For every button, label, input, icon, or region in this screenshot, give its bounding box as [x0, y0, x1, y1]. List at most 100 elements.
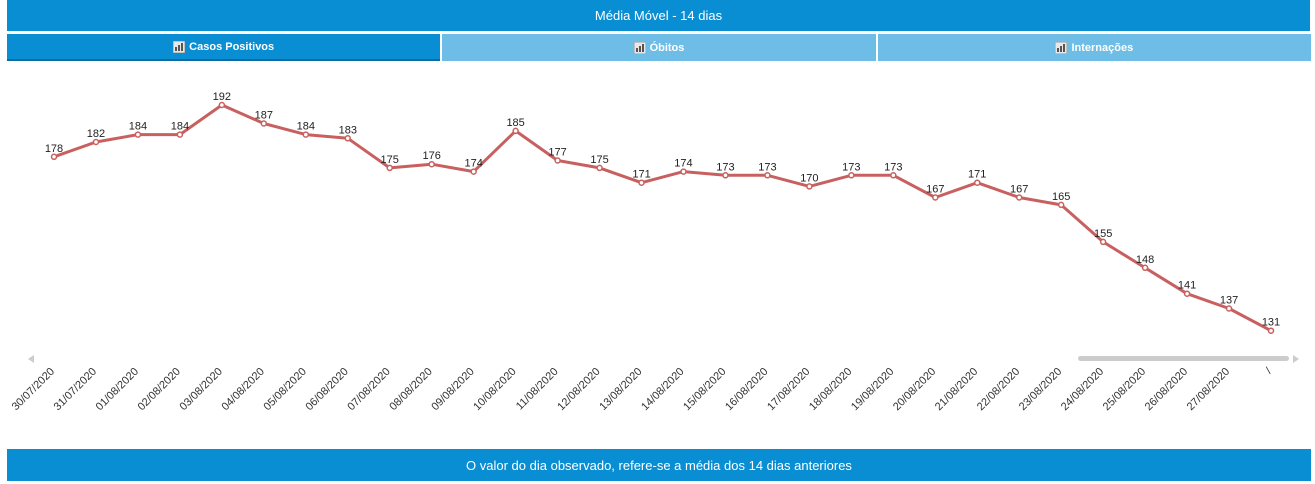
- data-point[interactable]: [344, 135, 352, 142]
- data-label: 185: [506, 117, 524, 129]
- x-tick-label: 09/08/2020: [429, 366, 476, 413]
- data-point[interactable]: [680, 168, 687, 175]
- data-label: 137: [1220, 295, 1238, 307]
- tab-obitos[interactable]: Óbitos: [442, 34, 876, 61]
- x-tick-label: 16/08/2020: [723, 366, 770, 413]
- x-tick-label: 14/08/2020: [639, 366, 686, 413]
- x-tick-label: 07/08/2020: [345, 366, 392, 413]
- data-label: 174: [464, 158, 482, 170]
- chart-title-bar: Média Móvel - 14 dias: [7, 0, 1310, 31]
- data-point[interactable]: [1225, 305, 1233, 312]
- line-chart: 178 182 184 184 192 187 184 183 175 176 174 185 177 1…: [10, 91, 1299, 413]
- data-point[interactable]: [92, 138, 100, 146]
- data-label: 141: [1178, 280, 1196, 292]
- data-point[interactable]: [596, 164, 603, 172]
- data-point[interactable]: [764, 172, 771, 179]
- footer-note-bar: O valor do dia observado, refere-se a mé…: [7, 449, 1311, 481]
- data-label: 177: [548, 147, 566, 159]
- x-tick-label: 05/08/2020: [261, 366, 308, 413]
- data-point[interactable]: [806, 183, 813, 190]
- x-tick-label: 19/08/2020: [849, 366, 896, 413]
- chart-scrollbar[interactable]: [28, 355, 1299, 363]
- x-tick-label: 08/08/2020: [387, 366, 434, 413]
- data-point[interactable]: [638, 179, 645, 186]
- data-point[interactable]: [260, 120, 268, 127]
- x-tick-label: 25/08/2020: [1101, 366, 1148, 413]
- x-tick-label: 23/08/2020: [1017, 366, 1064, 413]
- tab-internacoes[interactable]: Internações: [877, 34, 1311, 61]
- data-label: 175: [590, 154, 608, 166]
- data-label: 184: [129, 121, 147, 133]
- data-point[interactable]: [1141, 264, 1149, 272]
- data-label: 167: [926, 184, 944, 196]
- data-point[interactable]: [554, 157, 561, 164]
- data-point[interactable]: [973, 179, 981, 186]
- data-point[interactable]: [176, 131, 184, 138]
- data-point[interactable]: [1183, 290, 1191, 297]
- data-label: 170: [800, 172, 818, 184]
- data-point[interactable]: [932, 194, 939, 201]
- data-point[interactable]: [50, 153, 58, 161]
- data-point[interactable]: [134, 131, 142, 138]
- data-label: 148: [1136, 254, 1154, 266]
- x-tick-label: /: [1263, 365, 1274, 376]
- data-label: 184: [297, 121, 315, 133]
- scroll-thumb[interactable]: [1078, 356, 1289, 361]
- x-tick-label: 03/08/2020: [178, 366, 225, 413]
- x-tick-label: 10/08/2020: [471, 366, 518, 413]
- data-point[interactable]: [722, 172, 729, 179]
- x-tick-label: 22/08/2020: [975, 366, 1022, 413]
- x-tick-label: 15/08/2020: [681, 366, 728, 413]
- data-point[interactable]: [890, 172, 897, 179]
- data-point[interactable]: [1015, 194, 1023, 201]
- data-label: 165: [1052, 191, 1070, 203]
- data-label: 184: [171, 121, 189, 133]
- series-line: [53, 103, 1272, 333]
- x-tick-label: 20/08/2020: [891, 366, 938, 413]
- data-label: 167: [1010, 184, 1028, 196]
- data-label: 183: [339, 124, 357, 136]
- data-point[interactable]: [386, 164, 393, 172]
- data-point[interactable]: [1099, 238, 1107, 246]
- data-point[interactable]: [302, 131, 310, 138]
- scroll-left-arrow[interactable]: [28, 355, 34, 363]
- data-point[interactable]: [470, 168, 477, 175]
- data-point[interactable]: [848, 172, 855, 179]
- footer-note: O valor do dia observado, refere-se a mé…: [466, 457, 852, 473]
- data-label: 155: [1094, 228, 1112, 240]
- x-tick-label: 04/08/2020: [220, 366, 267, 413]
- data-label: 182: [87, 128, 105, 140]
- tab-label: Casos Positivos: [189, 40, 275, 53]
- scroll-right-arrow[interactable]: [1293, 355, 1299, 363]
- x-tick-label: 21/08/2020: [933, 366, 980, 413]
- tab-bar: Casos Positivos Óbitos Internações: [7, 34, 1311, 61]
- data-point[interactable]: [1057, 201, 1065, 209]
- data-point[interactable]: [1267, 327, 1275, 334]
- x-tick-label: 02/08/2020: [136, 366, 183, 413]
- x-tick-label: 27/08/2020: [1185, 366, 1232, 413]
- x-tick-label: 30/07/2020: [10, 366, 57, 413]
- data-label: 171: [968, 169, 986, 181]
- data-label: 131: [1262, 317, 1280, 329]
- x-tick-label: 01/08/2020: [94, 366, 141, 413]
- data-point[interactable]: [512, 127, 519, 135]
- bar-chart-icon: [1055, 41, 1068, 54]
- data-label: 174: [674, 158, 692, 170]
- tab-label: Óbitos: [649, 41, 685, 54]
- x-tick-label: 13/08/2020: [597, 366, 644, 413]
- x-tick-label: 06/08/2020: [303, 366, 350, 413]
- data-label: 173: [716, 161, 734, 173]
- x-tick-label: 26/08/2020: [1143, 366, 1190, 413]
- x-tick-label: 18/08/2020: [807, 366, 854, 413]
- page-title: Média Móvel - 14 dias: [594, 8, 723, 23]
- data-point[interactable]: [218, 101, 226, 109]
- data-label: 175: [381, 154, 399, 166]
- x-tick-label: 17/08/2020: [765, 366, 812, 413]
- data-label: 173: [884, 161, 902, 173]
- data-point[interactable]: [428, 160, 435, 168]
- tab-casos-positivos[interactable]: Casos Positivos: [7, 34, 441, 61]
- x-tick-label: 12/08/2020: [555, 366, 602, 413]
- data-label: 176: [423, 150, 441, 162]
- data-label: 192: [213, 91, 231, 103]
- bar-chart-icon: [173, 40, 186, 53]
